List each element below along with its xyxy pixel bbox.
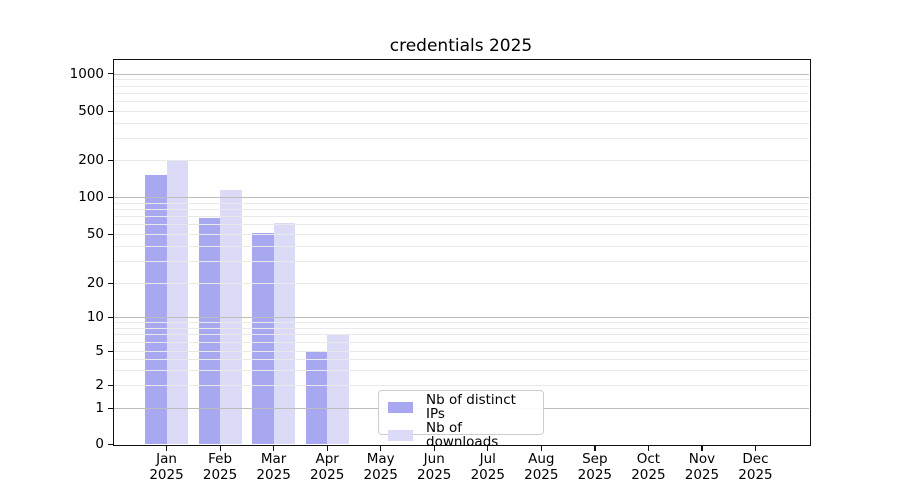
y-tick-label: 10 xyxy=(86,309,104,325)
bar-feb-downloads xyxy=(220,189,242,444)
y-tick-label: 1 xyxy=(95,400,104,416)
minor-gridline xyxy=(113,322,809,324)
minor-gridline xyxy=(113,202,809,204)
y-tick-mark xyxy=(108,233,113,235)
x-tick-mark xyxy=(701,445,703,451)
legend-entry-downloads: Nb of downloads xyxy=(388,421,534,449)
x-tick-label-jul: Jul 2025 xyxy=(470,451,505,483)
y-tick-mark xyxy=(108,110,113,112)
minor-gridline xyxy=(113,334,809,336)
x-tick-mark xyxy=(166,445,168,451)
chart-title: credentials 2025 xyxy=(389,36,533,56)
x-tick-mark xyxy=(326,445,328,451)
minor-gridline xyxy=(113,245,809,247)
x-tick-label-jun: Jun 2025 xyxy=(417,451,452,483)
minor-gridline xyxy=(113,385,809,386)
y-tick-label: 100 xyxy=(78,189,104,205)
minor-gridline xyxy=(113,351,809,352)
y-tick-mark xyxy=(108,384,113,386)
x-tick-label-may: May 2025 xyxy=(363,451,398,483)
bar-apr-downloads xyxy=(327,334,349,444)
minor-gridline xyxy=(113,261,809,263)
y-tick-mark xyxy=(108,443,113,445)
y-tick-label: 500 xyxy=(78,103,104,119)
x-tick-mark xyxy=(647,445,650,451)
x-tick-mark xyxy=(433,445,435,451)
bars-layer xyxy=(113,59,809,444)
y-tick-mark xyxy=(108,350,113,352)
minor-gridline xyxy=(113,92,809,94)
major-gridline xyxy=(113,197,809,198)
minor-gridline xyxy=(113,283,809,284)
x-tick-label-mar: Mar 2025 xyxy=(256,451,291,483)
x-tick-label-feb: Feb 2025 xyxy=(202,451,238,483)
bar-mar-downloads xyxy=(273,222,296,444)
x-tick-label-aug: Aug 2025 xyxy=(524,451,559,483)
minor-gridline xyxy=(113,224,809,226)
minor-gridline xyxy=(113,327,809,329)
minor-gridline xyxy=(113,369,809,371)
minor-gridline xyxy=(113,342,809,344)
x-tick-mark xyxy=(487,445,489,451)
y-tick-mark xyxy=(108,73,113,75)
y-tick-label: 200 xyxy=(78,152,104,168)
minor-gridline xyxy=(113,234,809,235)
x-tick-label-apr: Apr 2025 xyxy=(309,451,345,483)
bar-jan-distinct-ips xyxy=(145,175,167,444)
y-tick-label: 5 xyxy=(95,343,104,359)
y-tick-mark xyxy=(108,159,113,161)
minor-gridline xyxy=(113,359,809,361)
minor-gridline xyxy=(113,160,809,161)
minor-gridline xyxy=(113,208,809,210)
y-tick-label: 50 xyxy=(86,226,104,242)
x-tick-label-dec: Dec 2025 xyxy=(738,451,773,483)
x-tick-label-nov: Nov 2025 xyxy=(684,451,720,483)
y-tick-label: 2 xyxy=(95,377,104,393)
legend-swatch-downloads-icon xyxy=(388,429,413,441)
x-tick-mark xyxy=(540,445,542,451)
minor-gridline xyxy=(113,138,809,140)
x-tick-label-oct: Oct 2025 xyxy=(631,451,666,483)
bar-mar-distinct-ips xyxy=(252,232,274,444)
x-tick-mark xyxy=(219,445,221,451)
legend: Nb of distinct IPs Nb of downloads xyxy=(378,390,544,449)
bar-feb-distinct-ips xyxy=(198,217,221,444)
y-tick-mark xyxy=(108,196,113,198)
x-tick-mark xyxy=(594,445,596,451)
x-tick-mark xyxy=(273,445,275,451)
y-tick-mark xyxy=(108,282,113,284)
y-tick-mark xyxy=(108,407,113,409)
minor-gridline xyxy=(113,216,809,218)
legend-label-downloads: Nb of downloads xyxy=(426,420,499,450)
y-tick-label: 1000 xyxy=(69,65,104,82)
major-gridline xyxy=(113,73,809,75)
major-gridline xyxy=(113,317,809,318)
y-tick-label: 0 xyxy=(95,436,104,452)
minor-gridline xyxy=(113,79,809,81)
bar-jan-downloads xyxy=(166,160,189,444)
legend-entry-distinct-ips: Nb of distinct IPs xyxy=(388,393,534,421)
minor-gridline xyxy=(113,101,809,103)
legend-swatch-distinct-ips-icon xyxy=(388,401,413,413)
x-tick-mark xyxy=(754,445,757,451)
minor-gridline xyxy=(113,122,809,124)
bar-apr-distinct-ips xyxy=(305,351,328,444)
legend-label-distinct-ips: Nb of distinct IPs xyxy=(426,392,516,422)
minor-gridline xyxy=(113,85,809,87)
x-tick-mark xyxy=(380,445,382,451)
y-tick-label: 20 xyxy=(86,275,104,291)
y-tick-mark xyxy=(108,316,113,318)
x-tick-label-jan: Jan 2025 xyxy=(149,451,184,483)
minor-gridline xyxy=(113,111,809,112)
x-tick-label-sep: Sep 2025 xyxy=(577,451,613,483)
